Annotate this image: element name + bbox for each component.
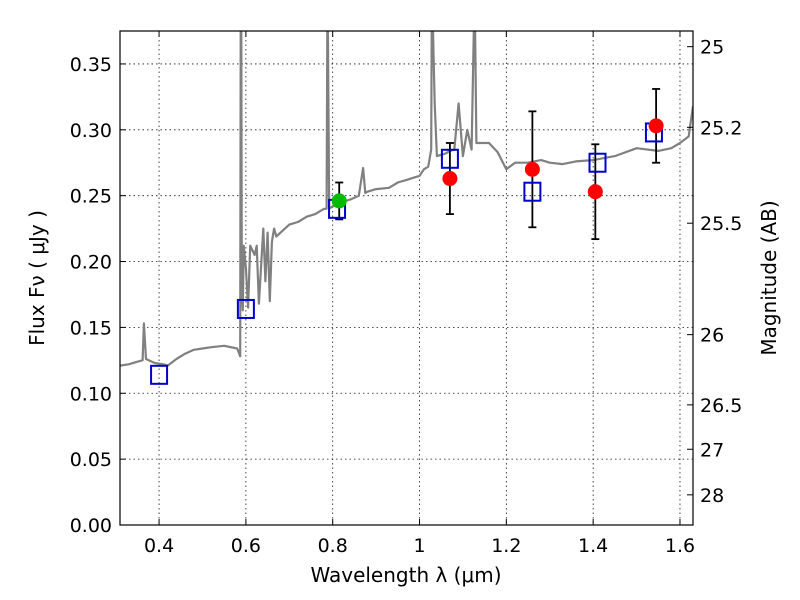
y2-tick-label: 27 bbox=[700, 439, 724, 461]
y-axis-label: Flux Fν ( μJy ) bbox=[25, 210, 49, 346]
spectrum-layer bbox=[120, 31, 693, 367]
plot-frame bbox=[119, 30, 694, 526]
x-axis-label: Wavelength λ (μm) bbox=[310, 563, 501, 587]
y-tick-label: 0.30 bbox=[70, 120, 112, 142]
synthetic-photometry-square bbox=[588, 152, 607, 173]
y2-axis-label: Magnitude (AB) bbox=[757, 200, 781, 355]
x-tick-label: 1.4 bbox=[578, 535, 608, 557]
marker-layer bbox=[150, 88, 664, 385]
x-tick-label: 1 bbox=[413, 535, 425, 557]
y-tick-label: 0.35 bbox=[70, 54, 112, 76]
measured-photometry-point bbox=[442, 171, 458, 187]
x-tick-label: 0.8 bbox=[318, 535, 348, 557]
y-tick-label: 0.25 bbox=[70, 186, 112, 208]
synthetic-photometry-square bbox=[523, 181, 542, 202]
y2-tick-label: 25.5 bbox=[700, 213, 742, 235]
measured-photometry-point bbox=[648, 118, 664, 134]
x-tick-label: 1.2 bbox=[491, 535, 521, 557]
y-tick-label: 0.00 bbox=[70, 515, 112, 537]
ticks bbox=[120, 31, 693, 526]
x-tick-label: 0.4 bbox=[144, 535, 174, 557]
reference-photometry-point bbox=[331, 193, 347, 209]
y-tick-label: 0.10 bbox=[70, 383, 112, 405]
y2-tick-label: 26.5 bbox=[700, 395, 742, 417]
x-tick-label: 0.6 bbox=[231, 535, 261, 557]
y2-tick-label: 25.2 bbox=[700, 117, 742, 139]
grid bbox=[120, 31, 693, 526]
tick-labels: 0.4 0.6 0.8 1 1.2 1.4 1.6 0.00 0.05 0.10 0.15 0.20 0… bbox=[70, 37, 743, 557]
y2-tick-label: 26 bbox=[700, 325, 724, 347]
y2-tick-label: 25 bbox=[700, 37, 724, 59]
y-tick-label: 0.05 bbox=[70, 449, 112, 471]
spectrum-line bbox=[120, 31, 693, 367]
synthetic-photometry-square bbox=[236, 298, 255, 319]
measured-photometry-point bbox=[587, 184, 603, 200]
measured-photometry-point bbox=[524, 161, 540, 177]
synthetic-photometry-square bbox=[150, 364, 169, 385]
y2-tick-label: 28 bbox=[700, 485, 724, 507]
x-tick-label: 1.6 bbox=[665, 535, 695, 557]
synthetic-photometry-square bbox=[440, 148, 459, 169]
y-tick-label: 0.20 bbox=[70, 252, 112, 274]
y-tick-label: 0.15 bbox=[70, 317, 112, 339]
